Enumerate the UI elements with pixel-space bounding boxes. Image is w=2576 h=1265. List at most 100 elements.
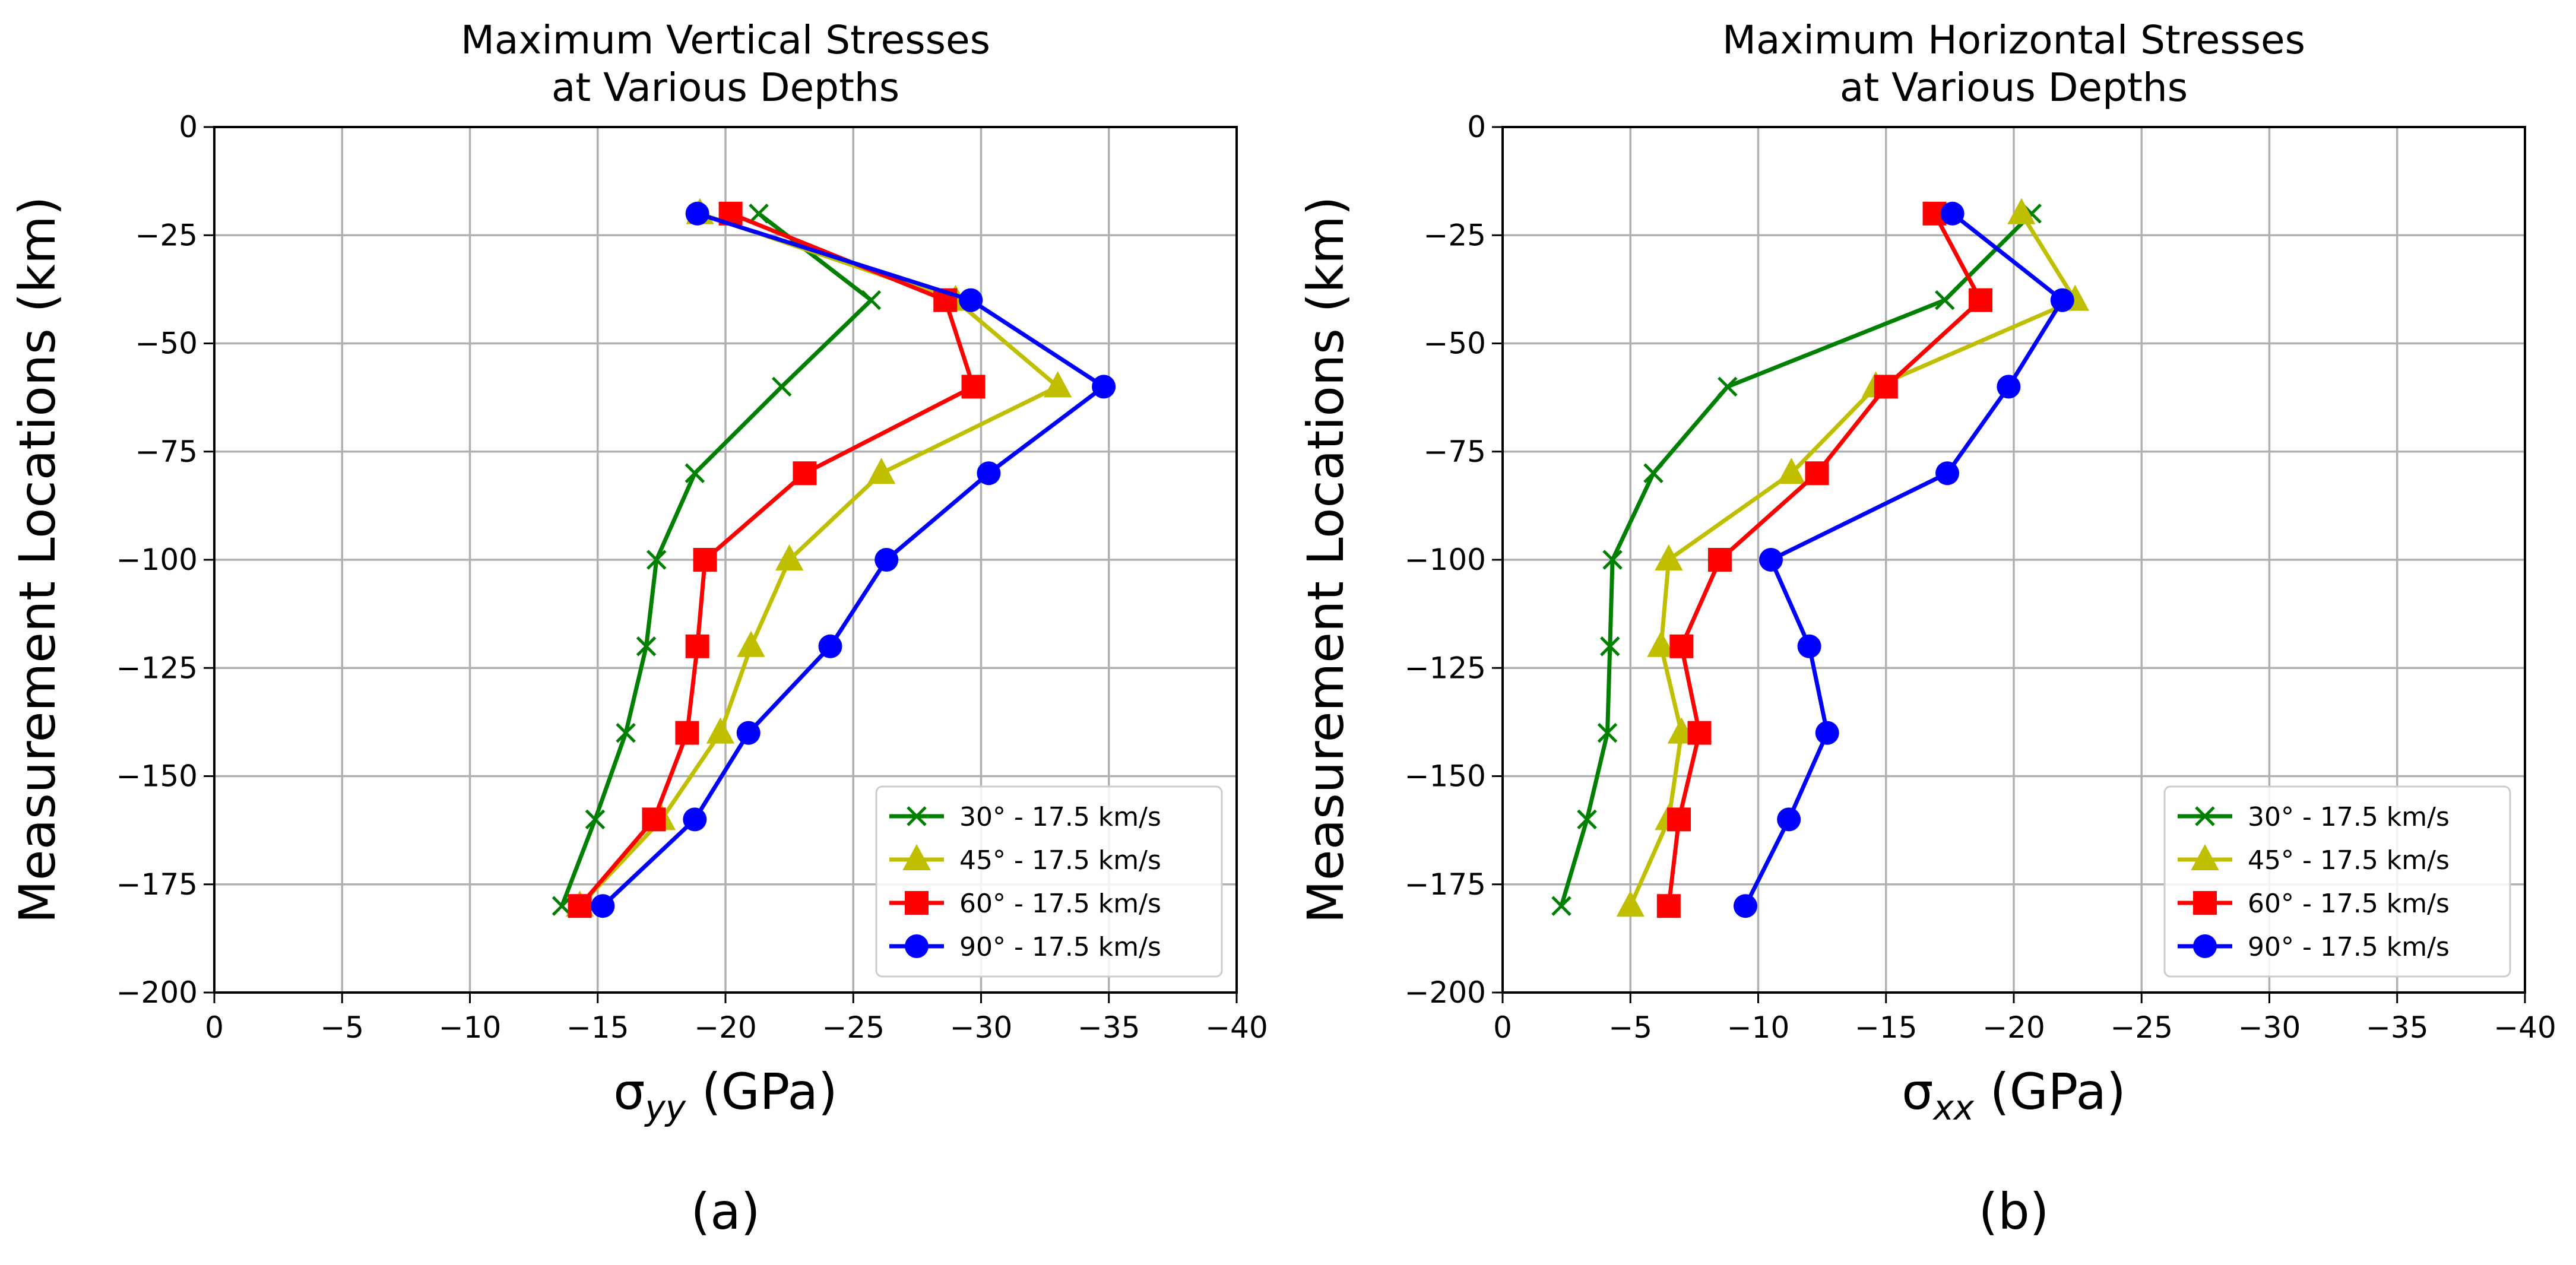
legend-label-30deg: 30° - 17.5 km/s <box>2248 802 2450 832</box>
legend-marker-60deg <box>905 891 929 915</box>
x-tick-label: −15 <box>566 1010 629 1045</box>
series-group <box>552 198 1116 918</box>
y-tick-label: −25 <box>1423 218 1486 252</box>
x-tick-label: −35 <box>1078 1010 1140 1045</box>
data-point-45deg <box>775 544 804 570</box>
data-point-90deg <box>959 288 983 312</box>
legend: 30° - 17.5 km/s 45° - 17.5 km/s 60° - 17.5… <box>875 785 1223 978</box>
x-tick-label: −40 <box>2493 1010 2556 1045</box>
data-point-90deg <box>1759 548 1783 572</box>
data-point-60deg <box>1805 461 1829 486</box>
chart-title: Maximum Horizontal Stresses at Various De… <box>1722 17 2305 110</box>
data-point-90deg <box>874 548 899 572</box>
y-tick-label: −125 <box>1405 651 1486 685</box>
data-point-30deg <box>1643 463 1664 483</box>
data-point-90deg <box>2050 288 2074 312</box>
y-tick-label: −200 <box>116 975 198 1010</box>
data-point-60deg <box>961 375 986 399</box>
y-tick-label: 0 <box>1467 110 1486 144</box>
x-axis-label: σxx (GPa) <box>1902 1063 2126 1128</box>
chart-title: Maximum Vertical Stresses at Various Dept… <box>461 17 990 110</box>
x-tick-label: −20 <box>1982 1010 2045 1045</box>
legend-marker-30deg <box>907 806 927 826</box>
y-tick-label: −75 <box>135 435 198 469</box>
data-point-45deg <box>1655 544 1683 570</box>
y-tick-label: −100 <box>1405 543 1486 577</box>
x-tick-label: −30 <box>950 1010 1013 1045</box>
data-point-60deg <box>642 807 666 832</box>
y-tick-label: −150 <box>116 759 198 794</box>
data-point-60deg <box>1874 375 1898 399</box>
data-point-90deg <box>683 807 707 832</box>
data-point-30deg <box>685 463 705 483</box>
legend-label-45deg: 45° - 17.5 km/s <box>2248 845 2450 876</box>
data-point-45deg <box>2007 198 2036 224</box>
data-point-60deg <box>1687 721 1712 745</box>
chart-panel-a: Maximum Vertical Stresses at Various Dept… <box>8 17 1268 1241</box>
data-point-30deg <box>636 636 657 657</box>
data-point-60deg <box>568 894 592 918</box>
chart-panel-b: Maximum Horizontal Stresses at Various De… <box>1297 17 2556 1241</box>
x-tick-label: −35 <box>2366 1010 2429 1045</box>
data-point-30deg <box>1551 896 1571 916</box>
data-point-60deg <box>1667 807 1691 832</box>
data-point-45deg <box>867 458 896 484</box>
legend-marker-90deg <box>2193 934 2217 958</box>
y-axis-label: Measurement Locations (km) <box>8 196 66 923</box>
data-point-45deg <box>1777 458 1806 484</box>
panel-label: (b) <box>1979 1182 2049 1241</box>
legend-label-90deg: 90° - 17.5 km/s <box>2248 932 2450 962</box>
data-point-30deg <box>585 809 606 830</box>
y-tick-label: −150 <box>1405 759 1486 794</box>
data-point-90deg <box>1733 894 1757 918</box>
data-point-30deg <box>1602 550 1623 570</box>
x-tick-label: −10 <box>1727 1010 1790 1045</box>
legend-marker-30deg <box>2195 806 2215 826</box>
y-axis-label: Measurement Locations (km) <box>1297 196 1355 923</box>
x-tick-label: −25 <box>2110 1010 2173 1045</box>
data-point-30deg <box>616 722 636 743</box>
x-axis-label: σyy (GPa) <box>613 1063 838 1128</box>
data-point-90deg <box>591 894 615 918</box>
legend-label-30deg: 30° - 17.5 km/s <box>959 802 1161 832</box>
data-point-45deg <box>706 717 735 744</box>
x-tick-label: −15 <box>1855 1010 1918 1045</box>
data-point-30deg <box>861 290 882 310</box>
legend-label-60deg: 60° - 17.5 km/s <box>959 889 1161 919</box>
data-point-90deg <box>1940 201 1965 226</box>
x-tick-label: 0 <box>205 1010 224 1045</box>
x-tick-label: −40 <box>1205 1010 1268 1045</box>
x-tick-label: 0 <box>1493 1010 1512 1045</box>
data-point-90deg <box>685 201 709 226</box>
legend-marker-90deg <box>905 934 929 958</box>
data-point-90deg <box>1997 375 2021 399</box>
legend-marker-60deg <box>2193 891 2217 915</box>
data-point-90deg <box>1092 375 1116 399</box>
data-point-60deg <box>1707 548 1732 572</box>
x-tick-label: −5 <box>320 1010 364 1045</box>
tick-group: 0 −5 −10 −15 −20 −25 −30 −35 −40 0 −25 −50 −75 −100 −1… <box>1405 110 2556 1045</box>
data-point-90deg <box>1777 807 1801 832</box>
legend-label-60deg: 60° - 17.5 km/s <box>2248 889 2450 919</box>
data-point-60deg <box>1656 894 1681 918</box>
data-point-30deg <box>1577 809 1597 830</box>
data-point-30deg <box>771 376 792 397</box>
x-tick-label: −25 <box>822 1010 885 1045</box>
data-point-60deg <box>675 721 699 745</box>
legend-marker-45deg <box>902 844 931 870</box>
data-point-90deg <box>1935 461 1960 486</box>
data-point-30deg <box>1718 376 1738 397</box>
data-point-45deg <box>1616 890 1645 917</box>
panel-label: (a) <box>690 1182 760 1241</box>
data-point-60deg <box>685 634 709 658</box>
data-point-60deg <box>1969 288 1993 312</box>
y-tick-label: −50 <box>135 326 198 361</box>
data-point-90deg <box>736 721 761 745</box>
data-point-90deg <box>1797 634 1821 658</box>
data-point-45deg <box>737 630 765 657</box>
data-point-60deg <box>793 461 817 486</box>
data-point-90deg <box>977 461 1001 486</box>
data-point-90deg <box>818 634 842 658</box>
data-point-45deg <box>1647 630 1675 657</box>
